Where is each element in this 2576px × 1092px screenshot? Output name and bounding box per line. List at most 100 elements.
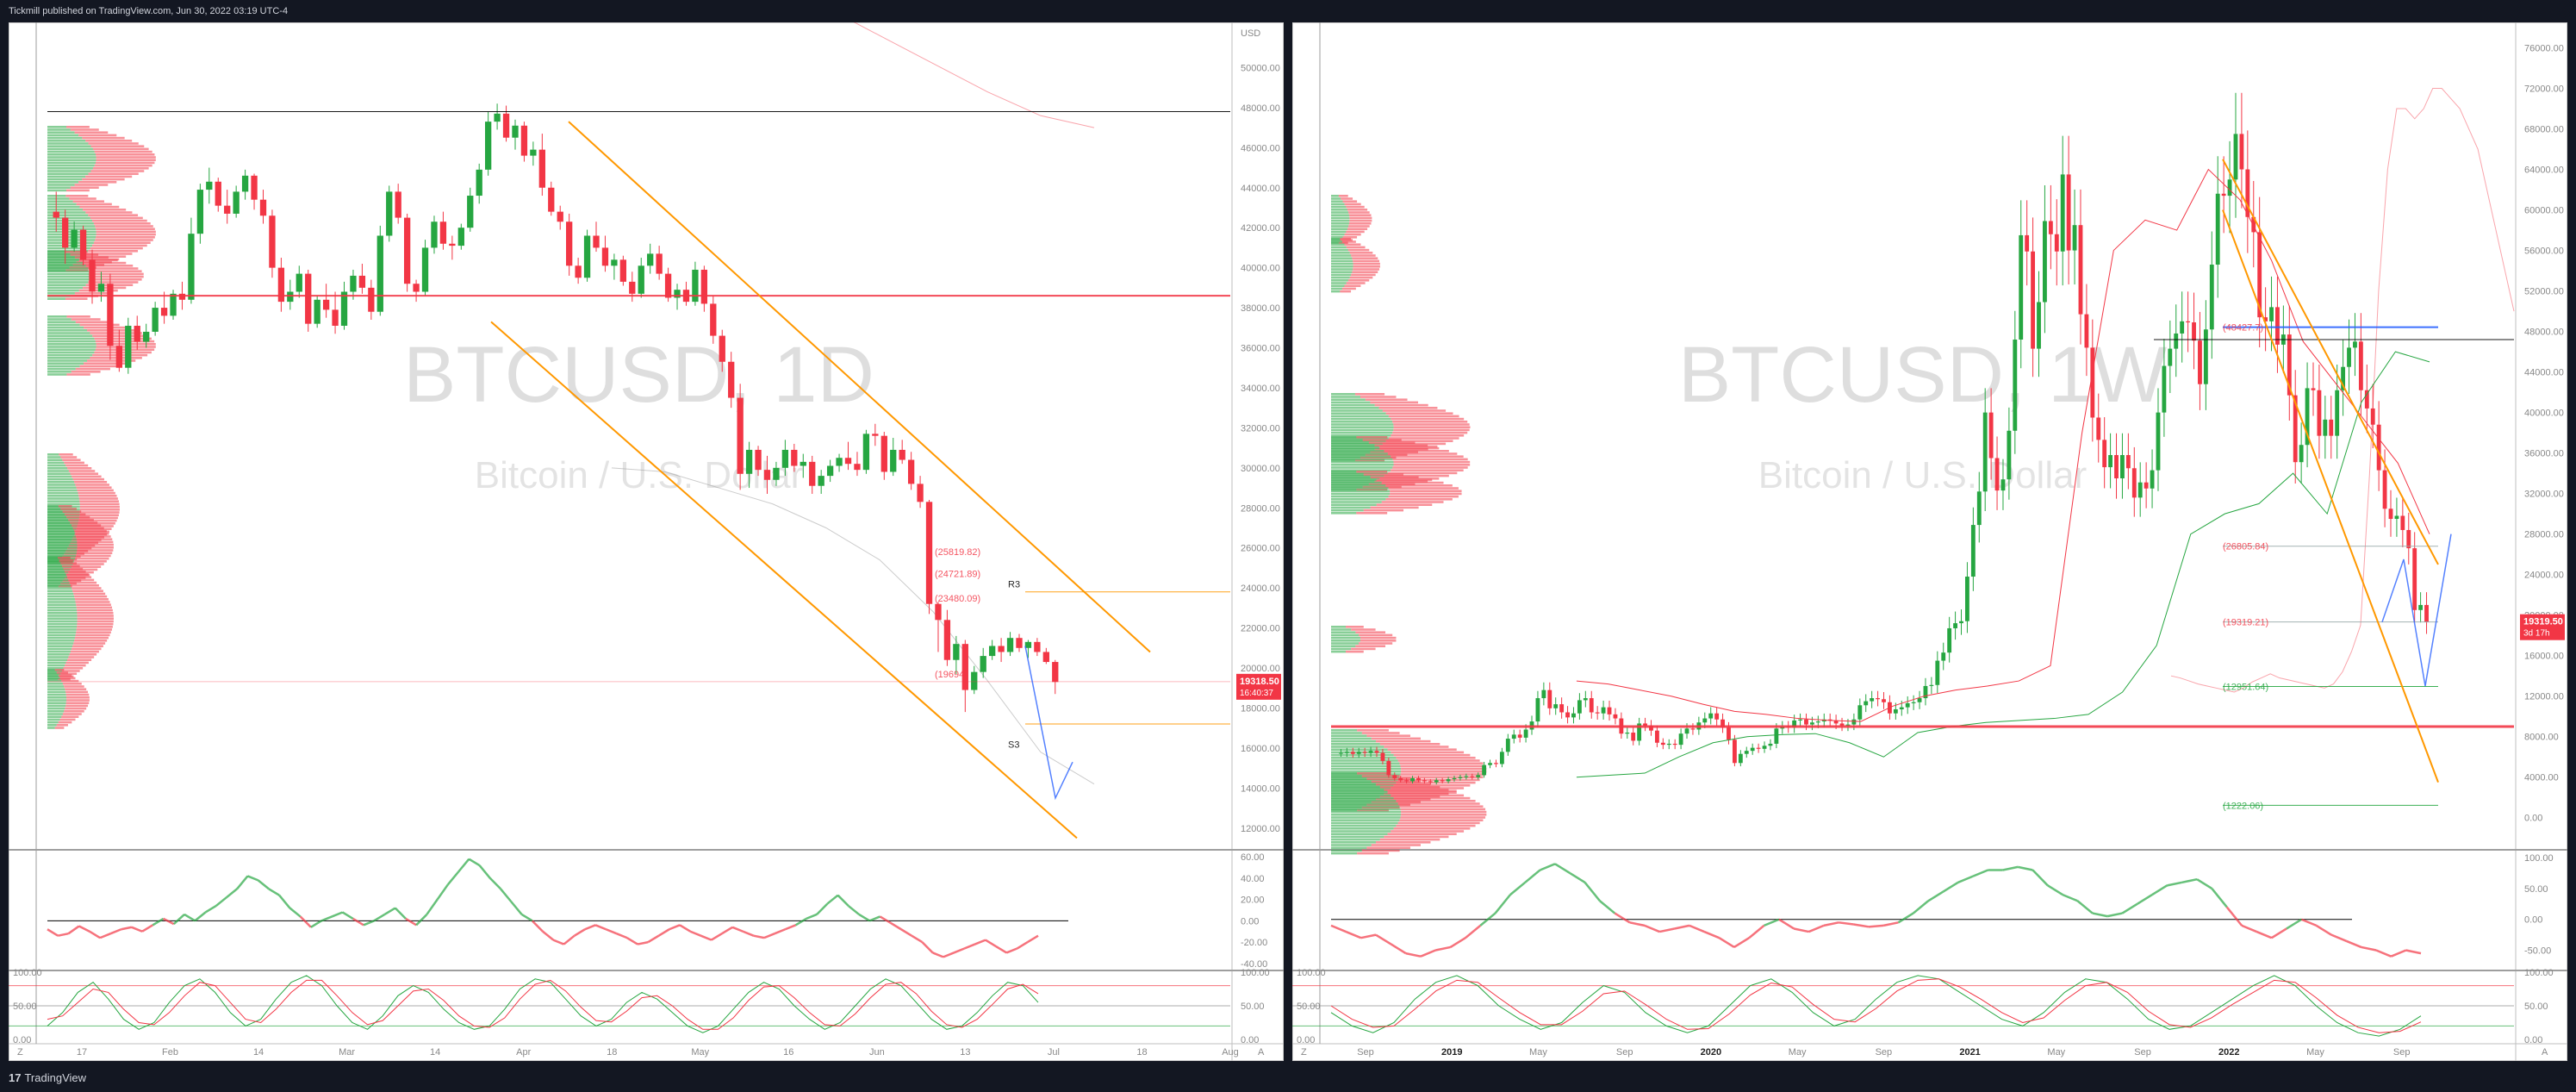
osc1-segment <box>2330 933 2347 942</box>
osc1-segment <box>1748 924 1765 939</box>
weekly-chart-pane[interactable]: BTCUSD, 1W Bitcoin / U.S. Dollar 76000.00 7… <box>1292 22 2567 1061</box>
volume-profile-bar <box>68 578 95 582</box>
volume-profile-bar <box>1352 271 1378 273</box>
volume-profile-bar <box>1331 265 1353 268</box>
volume-profile-bar <box>76 554 111 558</box>
candle-body <box>611 259 618 266</box>
volume-profile-bar <box>47 150 95 153</box>
daily-chart-pane[interactable]: BTCUSD, 1D Bitcoin / U.S. Dollar 50000.00 4… <box>9 0 1284 1061</box>
time-tick-label: Sep <box>1876 1047 1893 1058</box>
volume-profile-bar <box>85 253 133 255</box>
volume-profile-bar <box>47 189 66 192</box>
volume-profile-bar <box>1331 647 1352 651</box>
volume-profile-bar <box>47 724 57 727</box>
candle-body <box>386 191 393 236</box>
volume-profile-bar <box>72 477 104 481</box>
osc1-tick-label: 0.00 <box>2524 915 2542 926</box>
candle-body <box>2251 216 2256 233</box>
candle-body <box>2203 329 2208 384</box>
volume-profile-bar <box>75 533 109 535</box>
volume-profile-bar <box>70 584 99 587</box>
volume-profile-bar <box>79 502 120 506</box>
osc1-segment <box>457 858 470 873</box>
volume-profile-bar <box>63 567 84 571</box>
candle-body <box>925 502 933 604</box>
osc1-segment <box>57 932 69 937</box>
osc1-segment <box>531 920 544 933</box>
volume-profile-bar <box>47 371 72 373</box>
volume-profile-bar <box>59 677 76 680</box>
volume-profile-bar <box>47 136 83 140</box>
volume-profile-bar <box>47 576 67 578</box>
auto-scale-toggle-left: Z <box>1301 1047 1307 1058</box>
osc1-segment <box>510 901 523 915</box>
candle-body <box>2215 193 2220 265</box>
time-tick-label: May <box>691 1047 709 1058</box>
osc1-segment <box>1658 927 1675 933</box>
volume-profile-bar <box>1391 455 1464 458</box>
volume-profile-bar <box>1379 838 1440 841</box>
candle-body <box>1690 728 1696 730</box>
level-label: (12951.64) <box>2223 683 2268 693</box>
price-tick-label: 48000.00 <box>1241 103 1280 114</box>
osc1-segment <box>721 926 733 935</box>
volume-profile-bar <box>77 626 113 628</box>
osc1-segment <box>415 914 428 927</box>
osc1-segment <box>1674 924 1690 930</box>
time-tick-label: Sep <box>1357 1047 1374 1058</box>
candle-body <box>215 181 221 206</box>
candle-body <box>1505 739 1510 752</box>
volume-profile-bar <box>1359 642 1393 645</box>
osc1-segment <box>868 915 880 922</box>
price-tick-label: 16000.00 <box>1241 744 1280 754</box>
osc1-segment <box>163 917 175 926</box>
volume-profile-bar <box>1331 276 1350 279</box>
volume-profile-bar <box>77 608 113 612</box>
osc1-segment <box>363 920 375 927</box>
osc1-segment <box>246 875 259 882</box>
osc2-tick-label: 0.00 <box>2524 1035 2542 1045</box>
volume-profile-bar <box>1331 506 1371 509</box>
osc1-segment <box>1524 869 1541 883</box>
volume-profile-bar <box>1331 492 1391 496</box>
volume-profile-bar <box>96 228 155 230</box>
volume-profile-bar <box>58 674 72 677</box>
candle-body <box>980 656 986 672</box>
volume-profile-bar <box>1393 428 1470 432</box>
volume-profile-bar <box>95 161 155 165</box>
volume-profile-bar <box>1387 748 1457 751</box>
osc1-segment <box>131 926 143 933</box>
tradingview-logo[interactable]: 17 TradingView <box>9 1071 86 1084</box>
volume-profile-bar <box>64 710 84 713</box>
last-price-badge <box>2520 614 2565 640</box>
volume-profile-bar <box>1331 401 1371 404</box>
volume-profile-bar <box>60 672 78 675</box>
osc1-segment <box>488 877 501 890</box>
volume-profile-bar <box>1356 471 1388 473</box>
volume-profile-bar <box>1356 488 1388 491</box>
volume-profile-bar <box>1331 767 1402 771</box>
volume-profile-bar <box>1370 401 1418 404</box>
candle-body <box>844 458 852 465</box>
volume-profile-bar <box>1378 407 1438 409</box>
volume-profile-bar <box>1371 780 1421 783</box>
volume-profile-bar <box>1331 444 1375 447</box>
osc2-left-tick-label: 50.00 <box>1297 1002 1321 1012</box>
volume-profile-bar <box>1331 838 1380 841</box>
osc1-segment <box>2106 912 2123 918</box>
candle-body <box>1523 729 1528 738</box>
volume-profile-bar <box>1400 808 1486 811</box>
osc1-segment <box>679 924 691 933</box>
candle-body <box>2209 265 2214 330</box>
candle-body <box>2180 321 2185 334</box>
volume-profile-bar <box>69 653 97 656</box>
daily-chart[interactable]: BTCUSD, 1D Bitcoin / U.S. Dollar 50000.00 4… <box>9 0 1284 1061</box>
volume-profile-bar <box>47 142 89 145</box>
volume-profile-bar <box>47 211 86 214</box>
candle-body <box>1440 780 1445 782</box>
volume-profile-bar <box>1331 219 1350 222</box>
osc1-segment <box>1882 921 1899 927</box>
candle-body <box>1386 760 1391 776</box>
volume-profile-bar <box>1331 446 1380 450</box>
